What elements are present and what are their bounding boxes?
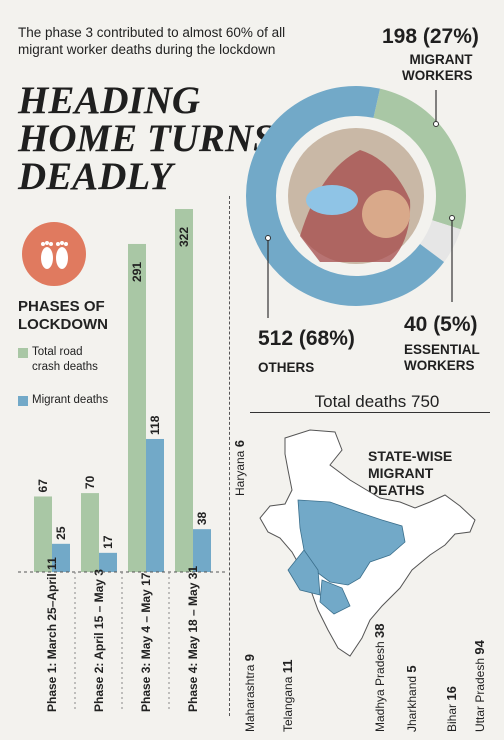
legend-migrant-swatch	[18, 396, 28, 406]
migrant-value: 198 (27%)	[382, 25, 479, 48]
india-map: Haryana 6 Maharashtra 9 Telangana 11 Madhya…	[232, 429, 487, 732]
state-label-2: Telangana 11	[280, 660, 295, 732]
state-label-5: Bihar 16	[444, 686, 459, 732]
vertical-divider	[229, 196, 230, 716]
category-label-2: Phase 3: May 4 – May 17	[139, 572, 153, 712]
subtitle: The phase 3 contributed to almost 60% of…	[18, 25, 286, 57]
state-label-4: Jharkhand 5	[404, 665, 419, 732]
horizontal-divider	[250, 412, 490, 413]
bar-1-3	[193, 529, 211, 572]
category-label-1: Phase 2: April 15 – May 3	[92, 569, 106, 712]
legend-road-swatch	[18, 348, 28, 358]
headline-line-1: HEADING	[18, 79, 201, 122]
footprints-icon	[22, 222, 86, 286]
migrant-label-line-2: WORKERS	[402, 68, 473, 83]
legend-migrant-label: Migrant deaths	[32, 394, 109, 406]
chart-title: PHASES OF LOCKDOWN	[18, 298, 108, 334]
headline-line-3: DEADLY	[18, 155, 173, 198]
bar-value-1-3: 38	[195, 511, 209, 525]
child-face	[362, 190, 410, 238]
bar-value-0-0: 67	[36, 479, 50, 493]
bar-1-0	[52, 543, 70, 572]
state-label-1: Maharashtra 9	[242, 654, 257, 732]
face-mask-shape	[306, 185, 358, 215]
total-deaths: Total deaths 750	[298, 392, 456, 412]
map-title-line-1: STATE-WISE	[368, 448, 453, 464]
headline: HEADING HOME TURNS DEADLY	[18, 79, 275, 198]
legend-road-line-2: crash deaths	[32, 361, 98, 373]
essential-label: ESSENTIAL WORKERS	[404, 342, 480, 374]
others-label: OTHERS	[258, 360, 315, 375]
legend-road-line-1: Total road	[32, 346, 83, 358]
maharashtra-shape	[287, 549, 321, 596]
category-label-3: Phase 4: May 18 – May 31	[186, 566, 200, 712]
migrant-label: MIGRANT WORKERS	[402, 52, 473, 84]
state-label-6: Uttar Pradesh 94	[472, 639, 487, 732]
map-title-line-2: MIGRANT	[368, 465, 434, 481]
migrant-connector-dot	[433, 121, 439, 127]
chart-title-line-2: LOCKDOWN	[18, 316, 108, 333]
bar-0-3	[175, 209, 193, 572]
bar-0-2	[128, 243, 146, 573]
bar-value-1-2: 118	[148, 415, 162, 435]
map-title-line-3: DEATHS	[368, 482, 425, 498]
donut-slice-0	[373, 88, 466, 230]
headline-line-2: HOME TURNS	[18, 117, 275, 160]
map-title: STATE-WISE MIGRANT DEATHS	[368, 448, 452, 499]
bar-0-0	[34, 496, 52, 572]
donut-slice-1	[420, 220, 461, 262]
bar-0-1	[81, 493, 99, 572]
essential-label-line-2: WORKERS	[404, 358, 475, 373]
bar-chart: 67 25 Phase 1: March 25–April 11 70 17 Phase …	[18, 209, 228, 712]
migrant-label-line-1: MIGRANT	[409, 52, 473, 67]
state-label-3: Madhya Pradesh 38	[372, 623, 387, 732]
essential-value: 40 (5%)	[404, 313, 478, 336]
others-connector-dot	[265, 235, 271, 241]
bar-value-1-1: 17	[101, 535, 115, 549]
donut-slice-2	[245, 86, 445, 307]
category-label-0: Phase 1: March 25–April 11	[45, 557, 59, 712]
legend-road-label: Total road crash deaths	[32, 345, 98, 375]
essential-connector-dot	[449, 215, 455, 221]
chart-title-line-1: PHASES OF	[18, 298, 105, 315]
bar-value-0-1: 70	[83, 475, 97, 489]
others-value: 512 (68%)	[258, 327, 355, 350]
state-label-0: Haryana 6	[232, 440, 247, 496]
telangana-shape	[319, 579, 351, 615]
essential-label-line-1: ESSENTIAL	[404, 342, 480, 357]
bar-1-2	[146, 438, 164, 572]
bar-value-0-2: 291	[130, 262, 144, 282]
bar-value-1-0: 25	[54, 526, 68, 540]
donut-chart	[245, 86, 466, 318]
bar-value-0-3: 322	[177, 227, 191, 247]
bar-1-1	[99, 552, 117, 572]
